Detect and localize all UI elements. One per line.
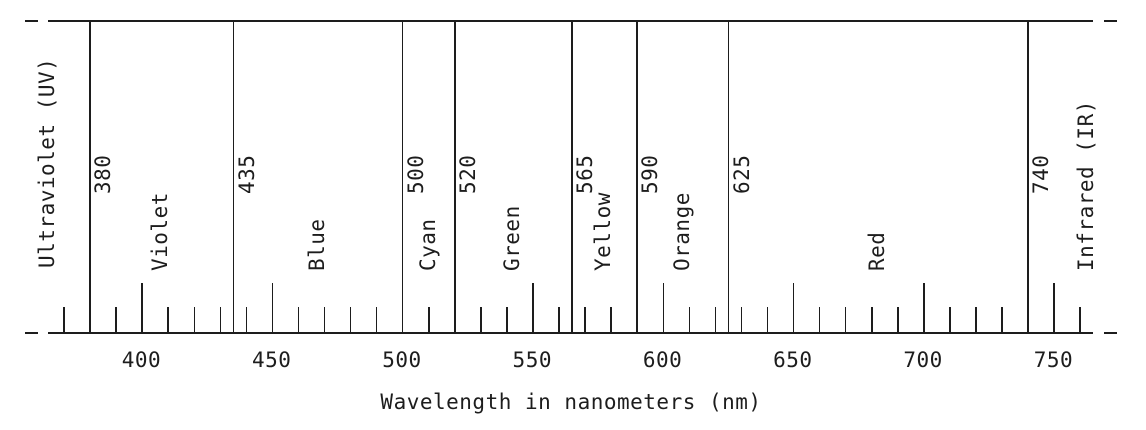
minor-tick-680 <box>871 307 873 333</box>
band-label-blue: Blue <box>304 218 329 271</box>
minor-tick-420 <box>193 307 196 333</box>
minor-tick-370 <box>63 307 65 333</box>
minor-tick-490 <box>375 307 378 333</box>
band-label-infrared-ir: Infrared (IR) <box>1073 100 1098 271</box>
axis-break-dash-2 <box>25 332 38 334</box>
major-tick-650 <box>792 283 795 333</box>
band-label-red: Red <box>865 231 890 271</box>
tick-label-400: 400 <box>121 348 162 372</box>
tick-label-500: 500 <box>382 348 422 372</box>
boundary-label-435: 435 <box>234 154 259 194</box>
major-tick-450 <box>271 283 274 333</box>
band-label-cyan: Cyan <box>415 218 440 271</box>
minor-tick-690 <box>897 307 899 333</box>
minor-tick-440 <box>245 307 248 333</box>
band-label-ultraviolet-uv: Ultraviolet (UV) <box>34 57 59 268</box>
tick-label-700: 700 <box>903 348 943 372</box>
axis-break-dash-3 <box>1104 332 1117 334</box>
boundary-line-500 <box>401 21 404 333</box>
boundary-line-380 <box>89 21 91 333</box>
minor-tick-510 <box>428 307 430 333</box>
major-tick-700 <box>923 283 925 333</box>
major-tick-600 <box>662 283 665 333</box>
boundary-line-565 <box>571 21 573 333</box>
minor-tick-540 <box>506 307 508 333</box>
minor-tick-610 <box>688 307 691 333</box>
minor-tick-710 <box>949 307 951 333</box>
band-label-yellow: Yellow <box>591 192 616 271</box>
tick-label-450: 450 <box>251 348 292 372</box>
boundary-label-625: 625 <box>729 154 754 194</box>
tick-label-550: 550 <box>512 348 552 372</box>
minor-tick-470 <box>323 307 326 333</box>
minor-tick-570 <box>584 307 586 333</box>
minor-tick-630 <box>740 307 743 333</box>
top-rule <box>48 20 1093 22</box>
boundary-label-520: 520 <box>456 154 481 194</box>
wavelength-axis-rule <box>48 332 1093 334</box>
minor-tick-660 <box>818 307 821 333</box>
axis-break-dash-1 <box>1104 20 1117 22</box>
major-tick-400 <box>141 283 143 333</box>
major-tick-750 <box>1053 283 1055 333</box>
minor-tick-460 <box>297 307 300 333</box>
major-tick-550 <box>532 283 534 333</box>
band-label-green: Green <box>500 205 525 271</box>
minor-tick-730 <box>1001 307 1003 333</box>
minor-tick-640 <box>766 307 769 333</box>
minor-tick-430 <box>219 307 222 333</box>
tick-label-600: 600 <box>642 348 683 372</box>
boundary-label-590: 590 <box>638 154 663 194</box>
boundary-line-740 <box>1027 21 1029 333</box>
boundary-label-380: 380 <box>91 154 116 194</box>
minor-tick-620 <box>714 307 717 333</box>
axis-title: Wavelength in nanometers (nm) <box>380 390 762 414</box>
boundary-label-565: 565 <box>573 154 598 194</box>
minor-tick-390 <box>115 307 117 333</box>
minor-tick-560 <box>558 307 560 333</box>
boundary-label-740: 740 <box>1029 154 1054 194</box>
boundary-label-500: 500 <box>403 154 428 194</box>
minor-tick-410 <box>167 307 169 333</box>
minor-tick-580 <box>610 307 612 333</box>
minor-tick-530 <box>480 307 482 333</box>
minor-tick-720 <box>975 307 977 333</box>
minor-tick-760 <box>1079 307 1081 333</box>
boundary-line-590 <box>636 21 638 333</box>
tick-label-750: 750 <box>1033 348 1074 372</box>
boundary-line-520 <box>454 21 456 333</box>
band-label-violet: Violet <box>148 192 173 271</box>
boundary-line-435 <box>232 21 235 333</box>
minor-tick-670 <box>844 307 847 333</box>
minor-tick-480 <box>349 307 352 333</box>
boundary-line-625 <box>727 21 730 333</box>
axis-break-dash-0 <box>25 20 38 22</box>
tick-label-650: 650 <box>773 348 813 372</box>
band-label-orange: Orange <box>669 192 694 271</box>
